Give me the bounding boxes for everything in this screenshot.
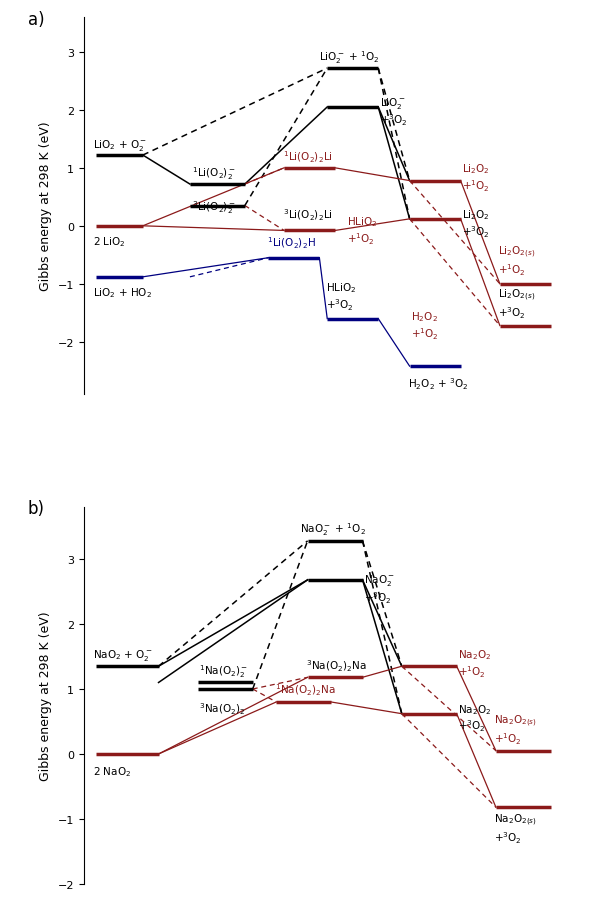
Text: LiO$_2$ + O$_2^-$: LiO$_2$ + O$_2^-$ bbox=[94, 137, 148, 152]
Text: Na$_2$O$_{2(s)}$
+$^1$O$_2$: Na$_2$O$_{2(s)}$ +$^1$O$_2$ bbox=[494, 713, 537, 746]
Text: Li$_2$O$_2$
+$^3$O$_2$: Li$_2$O$_2$ +$^3$O$_2$ bbox=[462, 207, 490, 240]
Text: NaO$_2^-$
+$^3$O$_2$: NaO$_2^-$ +$^3$O$_2$ bbox=[364, 572, 395, 605]
Text: Li$_2$O$_{2(s)}$
+$^1$O$_2$: Li$_2$O$_{2(s)}$ +$^1$O$_2$ bbox=[498, 244, 536, 278]
Text: $^3$Na(O$_2$)$_2$: $^3$Na(O$_2$)$_2$ bbox=[199, 701, 246, 716]
Text: $^1$Na(O$_2$)$_2^-$: $^1$Na(O$_2$)$_2^-$ bbox=[199, 662, 248, 679]
Text: $^3$Li(O$_2$)$_2$Li: $^3$Li(O$_2$)$_2$Li bbox=[283, 207, 332, 223]
Text: $^1$Na(O$_2$)$_2$Na: $^1$Na(O$_2$)$_2$Na bbox=[275, 682, 335, 697]
Text: NaO$_2$ + O$_2^-$: NaO$_2$ + O$_2^-$ bbox=[94, 647, 153, 662]
Text: $^3$Na(O$_2$)$_2$Na: $^3$Na(O$_2$)$_2$Na bbox=[306, 658, 367, 673]
Text: $^3$Li(O$_2$)$_2^-$: $^3$Li(O$_2$)$_2^-$ bbox=[192, 199, 236, 216]
Text: $^1$Li(O$_2$)$_2$H: $^1$Li(O$_2$)$_2$H bbox=[267, 235, 316, 251]
Text: a): a) bbox=[28, 11, 44, 29]
Text: LiO$_2$ + HO$_2$: LiO$_2$ + HO$_2$ bbox=[94, 286, 152, 299]
Text: LiO$_2^-$
+$^3$O$_2$: LiO$_2^-$ +$^3$O$_2$ bbox=[380, 96, 407, 128]
Text: H$_2$O$_2$ + $^3$O$_2$: H$_2$O$_2$ + $^3$O$_2$ bbox=[408, 376, 469, 391]
Text: $^1$Li(O$_2$)$_2$Li: $^1$Li(O$_2$)$_2$Li bbox=[283, 150, 332, 165]
Text: Na$_2$O$_2$
+$^1$O$_2$: Na$_2$O$_2$ +$^1$O$_2$ bbox=[458, 648, 491, 679]
Text: HLiO$_2$
+$^1$O$_2$: HLiO$_2$ +$^1$O$_2$ bbox=[347, 215, 377, 247]
Text: 2 LiO$_2$: 2 LiO$_2$ bbox=[94, 235, 126, 248]
Text: b): b) bbox=[28, 500, 45, 518]
Y-axis label: Gibbs energy at 298 K (eV): Gibbs energy at 298 K (eV) bbox=[39, 122, 52, 291]
Text: LiO$_2^-$ + $^1$O$_2$: LiO$_2^-$ + $^1$O$_2$ bbox=[319, 49, 380, 66]
Y-axis label: Gibbs energy at 298 K (eV): Gibbs energy at 298 K (eV) bbox=[39, 611, 52, 780]
Text: HLiO$_2$
+$^3$O$_2$: HLiO$_2$ +$^3$O$_2$ bbox=[326, 281, 356, 312]
Text: Na$_2$O$_2$
+$^3$O$_2$: Na$_2$O$_2$ +$^3$O$_2$ bbox=[458, 702, 491, 733]
Text: NaO$_2^-$ + $^1$O$_2$: NaO$_2^-$ + $^1$O$_2$ bbox=[300, 520, 366, 538]
Text: Na$_2$O$_{2(s)}$
+$^3$O$_2$: Na$_2$O$_{2(s)}$ +$^3$O$_2$ bbox=[494, 811, 537, 844]
Text: Li$_2$O$_{2(s)}$
+$^3$O$_2$: Li$_2$O$_{2(s)}$ +$^3$O$_2$ bbox=[498, 287, 536, 320]
Text: H$_2$O$_2$
+$^1$O$_2$: H$_2$O$_2$ +$^1$O$_2$ bbox=[411, 309, 439, 341]
Text: Li$_2$O$_2$
+$^1$O$_2$: Li$_2$O$_2$ +$^1$O$_2$ bbox=[462, 162, 490, 194]
Text: $^1$Li(O$_2$)$_2^-$: $^1$Li(O$_2$)$_2^-$ bbox=[192, 164, 236, 181]
Text: 2 NaO$_2$: 2 NaO$_2$ bbox=[94, 765, 131, 778]
